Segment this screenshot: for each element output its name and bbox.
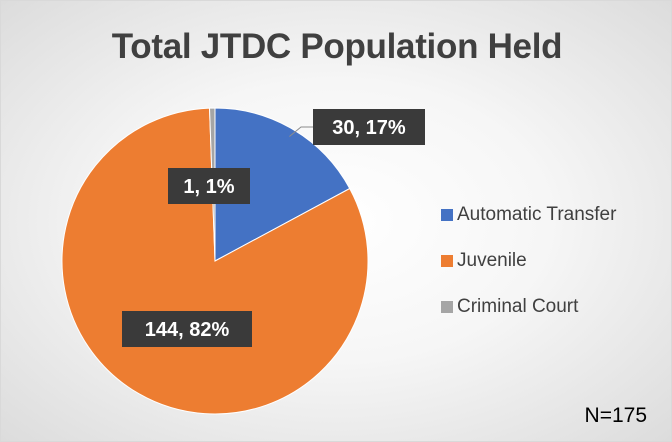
legend-label: Juvenile [457,250,527,271]
data-labels: 30, 17% 144, 82% 1, 1% [122,109,425,347]
data-label-box [168,168,250,204]
legend-label: Criminal Court [457,296,579,317]
pie-slices [61,107,369,415]
legend-swatch [441,209,453,221]
data-label: 1, 1% [183,176,234,198]
legend-item-automatic-transfer: Automatic Transfer [441,201,616,229]
legend-item-juvenile: Juvenile [441,247,616,275]
legend-swatch [441,255,453,267]
legend-item-criminal-court: Criminal Court [441,293,616,321]
legend-swatch [441,301,453,313]
data-label: 30, 17% [332,117,406,139]
legend-label: Automatic Transfer [457,204,617,225]
data-label-box [122,311,252,347]
pie-slice-automatic-transfer [214,107,351,262]
data-label: 144, 82% [145,319,230,341]
data-label-box [313,109,425,145]
legend: Automatic Transfer Juvenile Criminal Cou… [441,201,616,339]
leader-line [289,126,313,137]
chart-title: Total JTDC Population Held [111,27,563,66]
sample-size-note: N=175 [584,404,647,427]
